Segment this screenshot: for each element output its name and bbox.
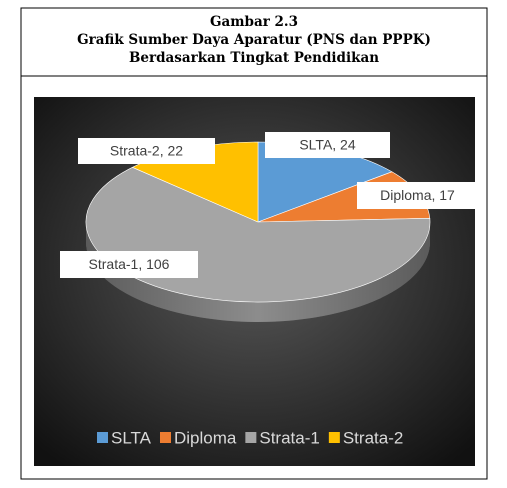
legend-label: Strata-2 <box>343 428 403 447</box>
legend-swatch <box>245 432 257 443</box>
legend-label: Strata-1 <box>259 428 319 447</box>
legend-label: SLTA <box>111 428 152 447</box>
legend-swatch <box>160 432 171 443</box>
data-label-box <box>357 182 478 209</box>
data-label: SLTA, 24 <box>299 137 356 153</box>
caption: Gambar 2.3 <box>210 14 298 30</box>
legend-label: Diploma <box>174 428 237 447</box>
data-label: Strata-1, 106 <box>89 256 170 272</box>
data-label-box <box>78 138 215 164</box>
data-label: Strata-2, 22 <box>110 143 183 159</box>
chart-subtitle: Berdasarkan Tingkat Pendidikan <box>129 50 379 66</box>
chart-title: Grafik Sumber Daya Aparatur (PNS dan PPP… <box>77 32 431 48</box>
legend-swatch <box>97 432 108 443</box>
data-label-box <box>60 251 198 278</box>
slice-side-shade <box>86 222 430 322</box>
data-label-box <box>265 132 390 158</box>
frame <box>20 7 488 480</box>
data-label: Diploma, 17 <box>380 187 455 203</box>
legend-swatch <box>328 432 340 443</box>
